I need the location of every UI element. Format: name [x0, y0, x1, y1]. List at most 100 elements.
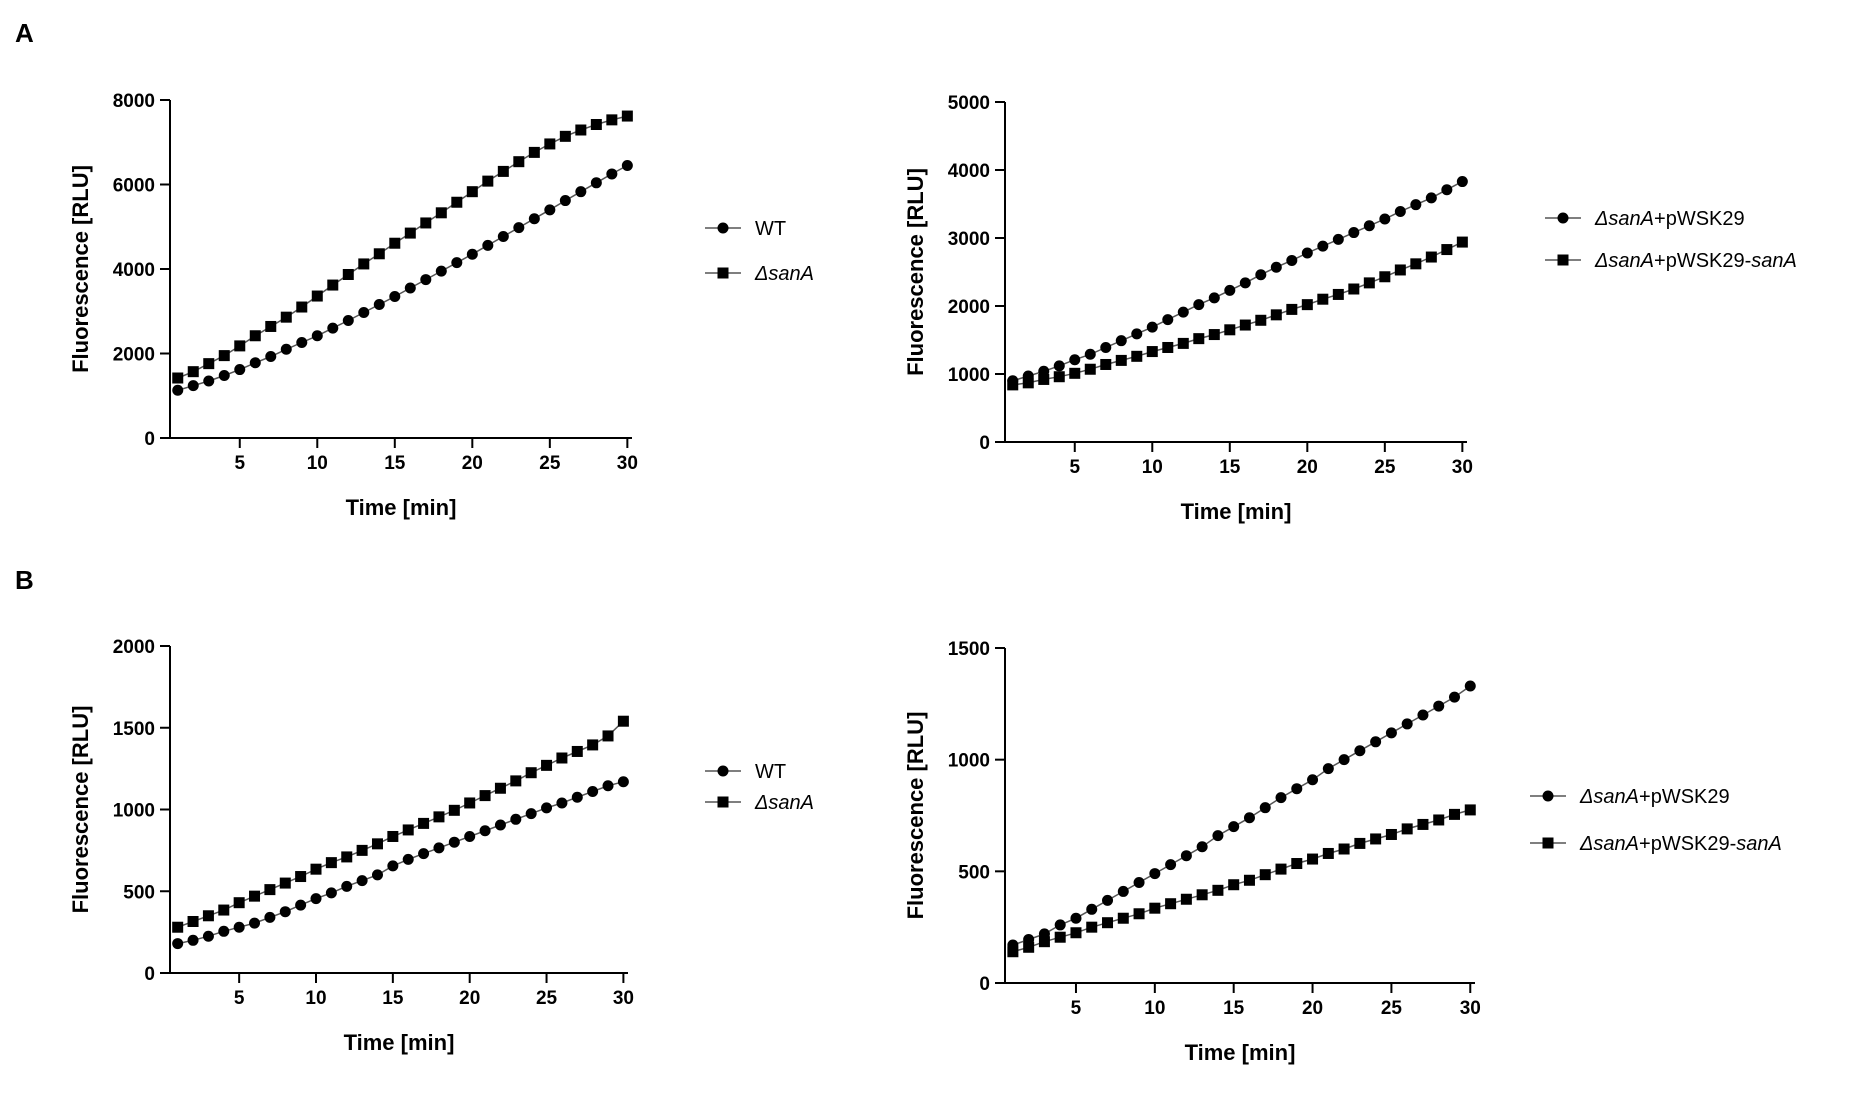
- chart-a-left-data-point: [513, 222, 525, 234]
- chart-a-left-data-point: [265, 320, 277, 332]
- chart-b-left-legend-label: ΔsanA: [754, 792, 814, 814]
- chart-a-right-data-point: [1363, 277, 1375, 289]
- chart-b-left-data-point: [341, 880, 353, 892]
- chart-a-right-data-point: [1425, 192, 1437, 204]
- chart-a-left-legend-marker: [717, 222, 729, 234]
- chart-b-right-data-point: [1149, 868, 1161, 880]
- chart-a-left-data-point: [606, 168, 618, 180]
- chart-a-left-data-point: [296, 301, 308, 313]
- chart-a-right-data-point: [1394, 264, 1406, 276]
- chart-a-left-data-point: [420, 274, 432, 286]
- chart-b-right-data-point: [1180, 893, 1192, 905]
- chart-b-left-data-point: [525, 767, 537, 779]
- chart-b-right-data-point: [1180, 850, 1192, 862]
- chart-a-right-data-point: [1441, 244, 1453, 256]
- chart-a-right-data-point: [1162, 314, 1174, 326]
- chart-b-left-data-point: [525, 808, 537, 820]
- chart-b-right-data-point: [1243, 874, 1255, 886]
- chart-b-left-x-tick-label: 30: [613, 988, 634, 1009]
- chart-a-right-data-point: [1162, 341, 1174, 353]
- chart-b-left-legend-marker: [717, 796, 729, 808]
- chart-a-right-data-point: [1208, 329, 1220, 341]
- chart-b-left-data-point: [264, 884, 276, 896]
- chart-b-left-data-point: [371, 869, 383, 881]
- chart-a-left-data-point: [606, 114, 618, 126]
- chart-a-left-data-point: [513, 156, 525, 168]
- chart-b-left-data-point: [356, 875, 368, 887]
- chart-b-right-data-point: [1133, 877, 1145, 888]
- chart-b-right-y-tick-label: 1000: [948, 751, 990, 772]
- chart-a-right-data-point: [1286, 303, 1298, 315]
- chart-b-left-legend-label: WT: [755, 761, 786, 783]
- chart-b-left-data-point: [202, 930, 214, 942]
- chart-a-left-data-point: [528, 213, 540, 225]
- chart-a-right-data-point: [1394, 205, 1406, 217]
- chart-b-left-data-point: [617, 715, 629, 727]
- chart-b-left-data-point: [556, 752, 568, 764]
- chart-b-left-data-point: [249, 890, 261, 902]
- chart-a-right-data-point: [1131, 328, 1143, 340]
- chart-a-left-data-point: [327, 322, 339, 334]
- chart-a-left-data-point: [373, 298, 385, 310]
- chart-a-left-y-tick-label: 6000: [113, 176, 155, 197]
- chart-b-right-data-point: [1165, 859, 1177, 871]
- chart-a-left-y-tick-label: 4000: [113, 260, 155, 281]
- chart-a-left-data-point: [482, 239, 494, 251]
- chart-a-left-y-tick-label: 0: [144, 429, 155, 450]
- chart-b-right-data-point: [1243, 812, 1255, 824]
- chart-a-left-data-point: [466, 186, 478, 198]
- chart-b-left-data-point: [325, 887, 337, 899]
- chart-b-left-x-tick-label: 20: [459, 988, 480, 1009]
- chart-a-right-legend-marker: [1557, 254, 1569, 266]
- chart-a-right-x-tick-label: 10: [1142, 457, 1163, 478]
- chart-a-right-data-point: [1332, 233, 1344, 245]
- chart-a-right-legend-entry: ΔsanA+pWSK29-sanA: [1545, 250, 1797, 272]
- chart-a-right-data-point: [1410, 199, 1422, 211]
- chart-a-left-data-point: [575, 124, 587, 136]
- chart-a-left-series-square: [172, 110, 633, 384]
- chart-a-right-data-point: [1286, 254, 1298, 266]
- chart-b-left-y-axis-title: Fluorescence [RLU]: [68, 706, 93, 914]
- chart-a-left-data-point: [544, 138, 556, 150]
- chart-a-left-data-point: [342, 268, 354, 280]
- chart-b-left-data-point: [494, 819, 506, 831]
- panel-label-b: B: [15, 565, 34, 595]
- chart-b-right-data-point: [1275, 792, 1287, 804]
- chart-a-left-data-point: [280, 343, 292, 355]
- chart-b-left-data-point: [295, 899, 307, 911]
- chart-b-right-data-point: [1117, 885, 1129, 897]
- chart-b-right-data-point: [1338, 843, 1350, 855]
- chart-a-left-data-point: [482, 175, 494, 187]
- chart-b-right-data-point: [1401, 718, 1413, 730]
- chart-b-right-data-point: [1307, 853, 1319, 865]
- chart-a-left-x-tick-label: 20: [462, 453, 483, 474]
- chart-a-right-data-point: [1270, 309, 1282, 321]
- chart-b-left-data-point: [264, 911, 276, 923]
- chart-b-left-data-point: [387, 860, 399, 872]
- chart-a-left-data-point: [575, 186, 587, 198]
- chart-b-left-y-tick-label: 1000: [113, 801, 155, 822]
- chart-b-right-legend-label: ΔsanA+pWSK29: [1579, 786, 1730, 808]
- chart-b-left-x-tick-label: 25: [536, 988, 558, 1009]
- chart-b-right-legend-marker: [1542, 790, 1554, 802]
- chart-a-right-data-point: [1053, 360, 1065, 372]
- chart-a-left-legend-entry: WT: [705, 218, 786, 240]
- chart-b-left-data-point: [295, 871, 307, 883]
- chart-b-right-legend-marker: [1542, 837, 1554, 849]
- chart-a-left-series-circle: [172, 159, 633, 396]
- chart-b-right-legend-entry: ΔsanA+pWSK29-sanA: [1530, 833, 1782, 855]
- chart-a-right-data-point: [1193, 299, 1205, 311]
- chart-b-left-legend-entry: ΔsanA: [705, 792, 814, 814]
- chart-b-right-data-point: [1322, 847, 1334, 859]
- panel-label-a: A: [15, 18, 34, 48]
- chart-a-right-data-point: [1270, 261, 1282, 273]
- chart-b-right-data-point: [1464, 680, 1476, 692]
- chart-a-left-data-point: [280, 311, 292, 323]
- chart-a-left-data-point: [296, 337, 308, 349]
- chart-a-left-x-tick-label: 30: [617, 453, 638, 474]
- chart-a-right-data-point: [1069, 367, 1081, 379]
- chart-b-right-x-tick-label: 30: [1460, 998, 1481, 1019]
- chart-a-right-data-point: [1022, 377, 1034, 389]
- chart-b-left-x-tick-label: 10: [305, 988, 326, 1009]
- chart-a-right-data-point: [1146, 346, 1158, 358]
